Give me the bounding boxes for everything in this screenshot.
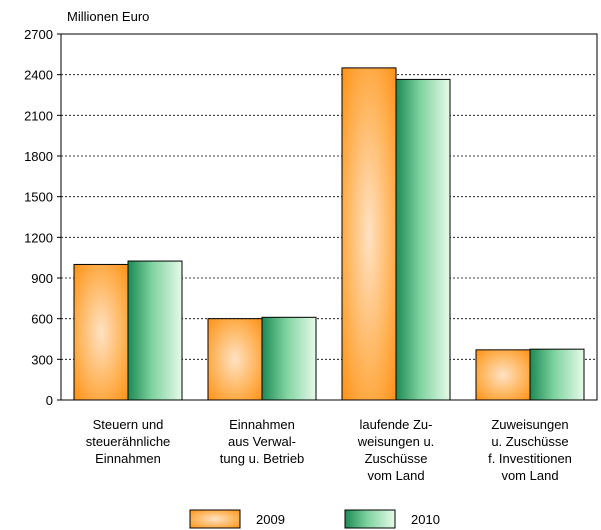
category-label-line: Zuschüsse xyxy=(365,451,428,466)
legend-swatch-2009 xyxy=(189,509,241,529)
category-label-line: vom Land xyxy=(367,468,424,483)
y-tick-label: 1200 xyxy=(24,230,53,245)
bar-2010-1 xyxy=(127,260,183,401)
y-tick-label: 1800 xyxy=(24,149,53,164)
bar-2010-3 xyxy=(395,78,451,401)
legend-swatch-2010 xyxy=(344,509,396,529)
y-tick-label: 2100 xyxy=(24,108,53,123)
category-label-line: Einnahmen xyxy=(229,417,295,432)
category-label-line: vom Land xyxy=(501,468,558,483)
legend-label-2010: 2010 xyxy=(411,512,440,527)
bar-2010-2 xyxy=(261,316,317,401)
y-tick-label: 2400 xyxy=(24,68,53,83)
category-label-line: tung u. Betrieb xyxy=(220,451,305,466)
y-tick-label: 1500 xyxy=(24,190,53,205)
bars xyxy=(73,67,585,401)
y-tick-label: 0 xyxy=(46,393,53,408)
bar-2009-4 xyxy=(475,349,531,401)
bar-2009-2 xyxy=(207,318,263,401)
y-unit-label: Millionen Euro xyxy=(67,9,149,24)
y-tick-label: 900 xyxy=(31,271,53,286)
x-axis-category-labels: Steuern und steuerähnliche EinnahmenEinnah… xyxy=(86,417,572,483)
bar-2009-1 xyxy=(73,263,129,401)
category-label-line: laufende Zu- xyxy=(360,417,433,432)
category-label-2: Einnahmen aus Verwal-tung u. Betrieb xyxy=(220,417,305,466)
category-label-1: Steuern und steuerähnliche Einnahmen xyxy=(86,417,171,466)
legend-label-2009: 2009 xyxy=(256,512,285,527)
legend: 2009 2010 xyxy=(189,509,440,529)
y-tick-label: 2700 xyxy=(24,27,53,42)
category-label-line: u. Zuschüsse xyxy=(491,434,568,449)
plot-area-frame xyxy=(60,33,598,401)
bar-2009-3 xyxy=(341,67,397,401)
y-axis-ticks: 0 300 600 900 1200 1500 1800 2100 2400 2700 xyxy=(24,27,61,408)
category-label-line: f. Investitionen xyxy=(488,451,572,466)
category-label-line: aus Verwal- xyxy=(228,434,296,449)
bar-2010-4 xyxy=(529,348,585,401)
y-tick-label: 300 xyxy=(31,352,53,367)
category-label-4: Zuweisungen u. Zuschüsse f. Investitionen v… xyxy=(488,417,572,483)
category-label-line: Einnahmen xyxy=(95,451,161,466)
category-label-3: laufende Zu-weisungen u. Zuschüsse vom Lan… xyxy=(357,417,435,483)
y-tick-label: 600 xyxy=(31,312,53,327)
category-label-line: Steuern und xyxy=(93,417,164,432)
category-label-line: steuerähnliche xyxy=(86,434,171,449)
category-label-line: weisungen u. xyxy=(357,434,435,449)
category-label-line: Zuweisungen xyxy=(491,417,568,432)
